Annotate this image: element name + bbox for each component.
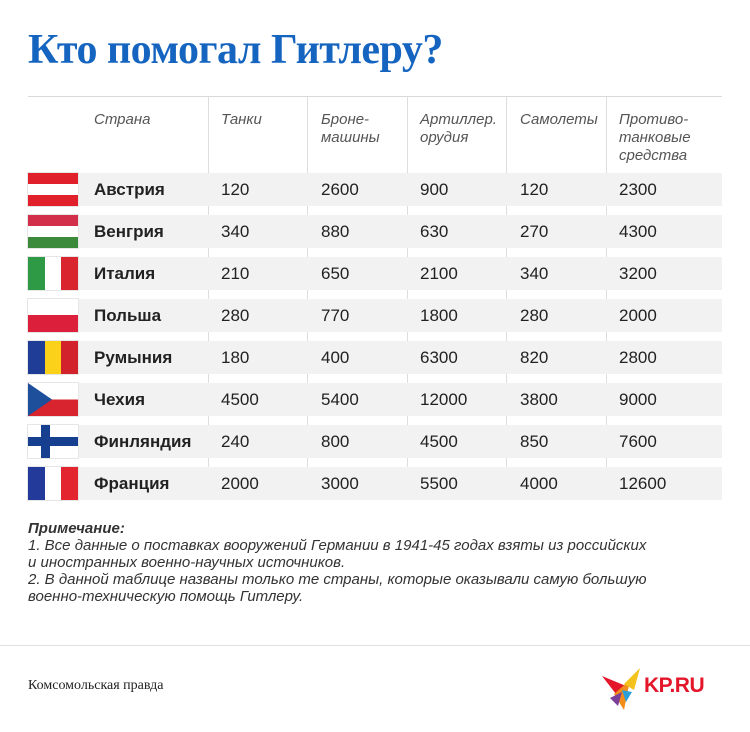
value-artillery: 12000: [420, 390, 468, 409]
country-name: Финляндия: [94, 432, 192, 451]
value-tanks: 120: [221, 180, 250, 199]
table-row: Австрия 120 2600 900 120 2300: [28, 173, 722, 206]
country-name: Польша: [94, 306, 162, 325]
value-artillery: 5500: [420, 474, 458, 493]
country-name: Италия: [94, 264, 156, 283]
country-name: Австрия: [94, 180, 165, 199]
romania-flag-icon: [28, 341, 78, 374]
poland-flag-icon: [28, 299, 78, 332]
source-credit: Комсомольская правда: [28, 678, 164, 693]
value-planes: 820: [520, 348, 549, 367]
header-planes: Самолеты: [520, 111, 598, 128]
hungary-flag-icon: [28, 215, 78, 248]
country-name: Венгрия: [94, 222, 164, 241]
value-planes: 280: [520, 306, 549, 325]
column-divider: [407, 97, 408, 497]
header-line: машины: [321, 129, 380, 146]
value-artillery: 630: [420, 222, 449, 241]
country-name: Франция: [94, 474, 170, 493]
finland-flag-icon: [28, 425, 78, 458]
header-line: средства: [619, 147, 688, 164]
value-armored: 2600: [321, 180, 359, 199]
country-name: Румыния: [94, 348, 173, 367]
header-tanks: Танки: [221, 111, 262, 128]
column-divider: [208, 97, 209, 497]
header-antitank: Противо- танковые средства: [619, 111, 691, 165]
table-row: Италия 210 650 2100 340 3200: [28, 257, 722, 290]
value-antitank: 3200: [619, 264, 657, 283]
value-planes: 270: [520, 222, 549, 241]
value-antitank: 9000: [619, 390, 657, 409]
value-antitank: 7600: [619, 432, 657, 451]
value-artillery: 900: [420, 180, 449, 199]
table-header: Страна Танки Броне- машины Артиллер. ору…: [28, 97, 722, 173]
note-line: и иностранных военно-научных источников.: [28, 554, 346, 571]
value-planes: 850: [520, 432, 549, 451]
logo-text: KP.RU: [644, 674, 705, 697]
notes-block: Примечание: 1. Все данные о поставках во…: [28, 520, 728, 605]
value-tanks: 2000: [221, 474, 259, 493]
table-row: Польша 280 770 1800 280 2000: [28, 299, 722, 332]
value-tanks: 280: [221, 306, 250, 325]
column-divider: [506, 97, 507, 497]
table-row: Румыния 180 400 6300 820 2800: [28, 341, 722, 374]
header-line: Артиллер.: [420, 111, 497, 128]
notes-heading: Примечание:: [28, 520, 125, 537]
value-planes: 3800: [520, 390, 558, 409]
value-planes: 120: [520, 180, 549, 199]
header-line: орудия: [420, 129, 469, 146]
value-armored: 3000: [321, 474, 359, 493]
value-artillery: 2100: [420, 264, 458, 283]
kp-bird-icon: [602, 668, 640, 710]
country-name: Чехия: [94, 390, 145, 409]
value-armored: 800: [321, 432, 350, 451]
value-antitank: 2800: [619, 348, 657, 367]
value-planes: 4000: [520, 474, 558, 493]
header-armored-vehicles: Броне- машины: [321, 111, 380, 147]
value-tanks: 210: [221, 264, 250, 283]
header-artillery: Артиллер. орудия: [420, 111, 497, 147]
table-row: Франция 2000 3000 5500 4000 12600: [28, 467, 722, 500]
value-artillery: 4500: [420, 432, 458, 451]
column-divider: [307, 97, 308, 497]
column-divider: [606, 97, 607, 497]
table-row: Финляндия 240 800 4500 850 7600: [28, 425, 722, 458]
table-row: Венгрия 340 880 630 270 4300: [28, 215, 722, 248]
value-tanks: 240: [221, 432, 250, 451]
value-armored: 880: [321, 222, 350, 241]
value-artillery: 6300: [420, 348, 458, 367]
page-title: Кто помогал Гитлеру?: [28, 27, 443, 73]
value-tanks: 180: [221, 348, 250, 367]
note-line: 1. Все данные о поставках вооружений Гер…: [28, 537, 647, 554]
value-antitank: 12600: [619, 474, 667, 493]
value-artillery: 1800: [420, 306, 458, 325]
header-country: Страна: [94, 111, 151, 128]
bottom-divider: [0, 645, 750, 646]
note-line: военно-техническую помощь Гитлеру.: [28, 588, 304, 605]
top-divider: [28, 96, 722, 97]
value-tanks: 340: [221, 222, 250, 241]
value-tanks: 4500: [221, 390, 259, 409]
note-line: 2. В данной таблице названы только те ст…: [28, 571, 647, 588]
value-antitank: 4300: [619, 222, 657, 241]
value-armored: 650: [321, 264, 350, 283]
table-row: Чехия 4500 5400 12000 3800 9000: [28, 383, 722, 416]
header-line: Противо-: [619, 111, 689, 128]
header-line: Броне-: [321, 111, 370, 128]
austria-flag-icon: [28, 173, 78, 206]
value-armored: 5400: [321, 390, 359, 409]
value-armored: 770: [321, 306, 350, 325]
kp-logo: KP.RU: [600, 666, 730, 712]
value-antitank: 2000: [619, 306, 657, 325]
czech-flag-icon: [28, 383, 78, 416]
value-planes: 340: [520, 264, 549, 283]
header-line: танковые: [619, 129, 691, 146]
italy-flag-icon: [28, 257, 78, 290]
value-antitank: 2300: [619, 180, 657, 199]
france-flag-icon: [28, 467, 78, 500]
value-armored: 400: [321, 348, 350, 367]
